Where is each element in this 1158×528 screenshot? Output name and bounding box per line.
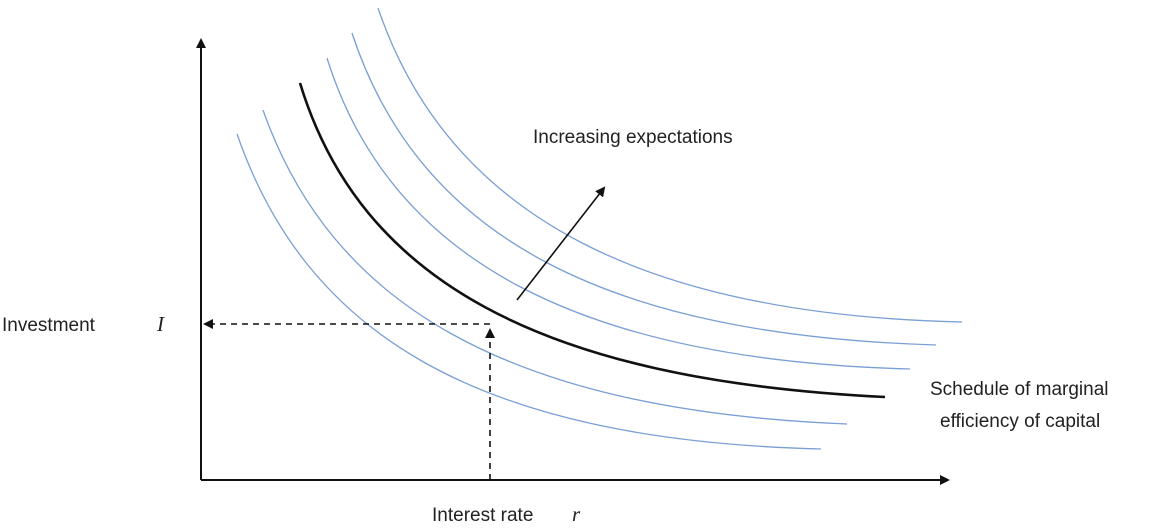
- curve-label-line2: efficiency of capital: [940, 411, 1100, 432]
- arrow-label: Increasing expectations: [533, 127, 733, 148]
- x-axis-label: Interest rate: [432, 505, 533, 526]
- shifted-curve-lower-1: [262, 109, 848, 425]
- y-axis-label: Investment: [2, 315, 96, 336]
- shifted-curves: [236, 7, 963, 450]
- shifted-curve-upper-2: [351, 32, 937, 346]
- shifted-curve-upper-3: [377, 7, 963, 323]
- y-axis-symbol: I: [156, 312, 165, 336]
- mec-curve: [298, 82, 886, 399]
- y-axis-label-group: Investment I: [2, 312, 165, 336]
- shifted-curve-lower-2: [236, 133, 822, 450]
- curve-label-line1: Schedule of marginal: [930, 379, 1109, 400]
- x-axis-symbol: r: [572, 502, 581, 526]
- x-axis-label-group: Interest rate r: [432, 502, 581, 526]
- shifted-curve-upper-1: [326, 57, 911, 370]
- expectations-arrow: [516, 186, 606, 301]
